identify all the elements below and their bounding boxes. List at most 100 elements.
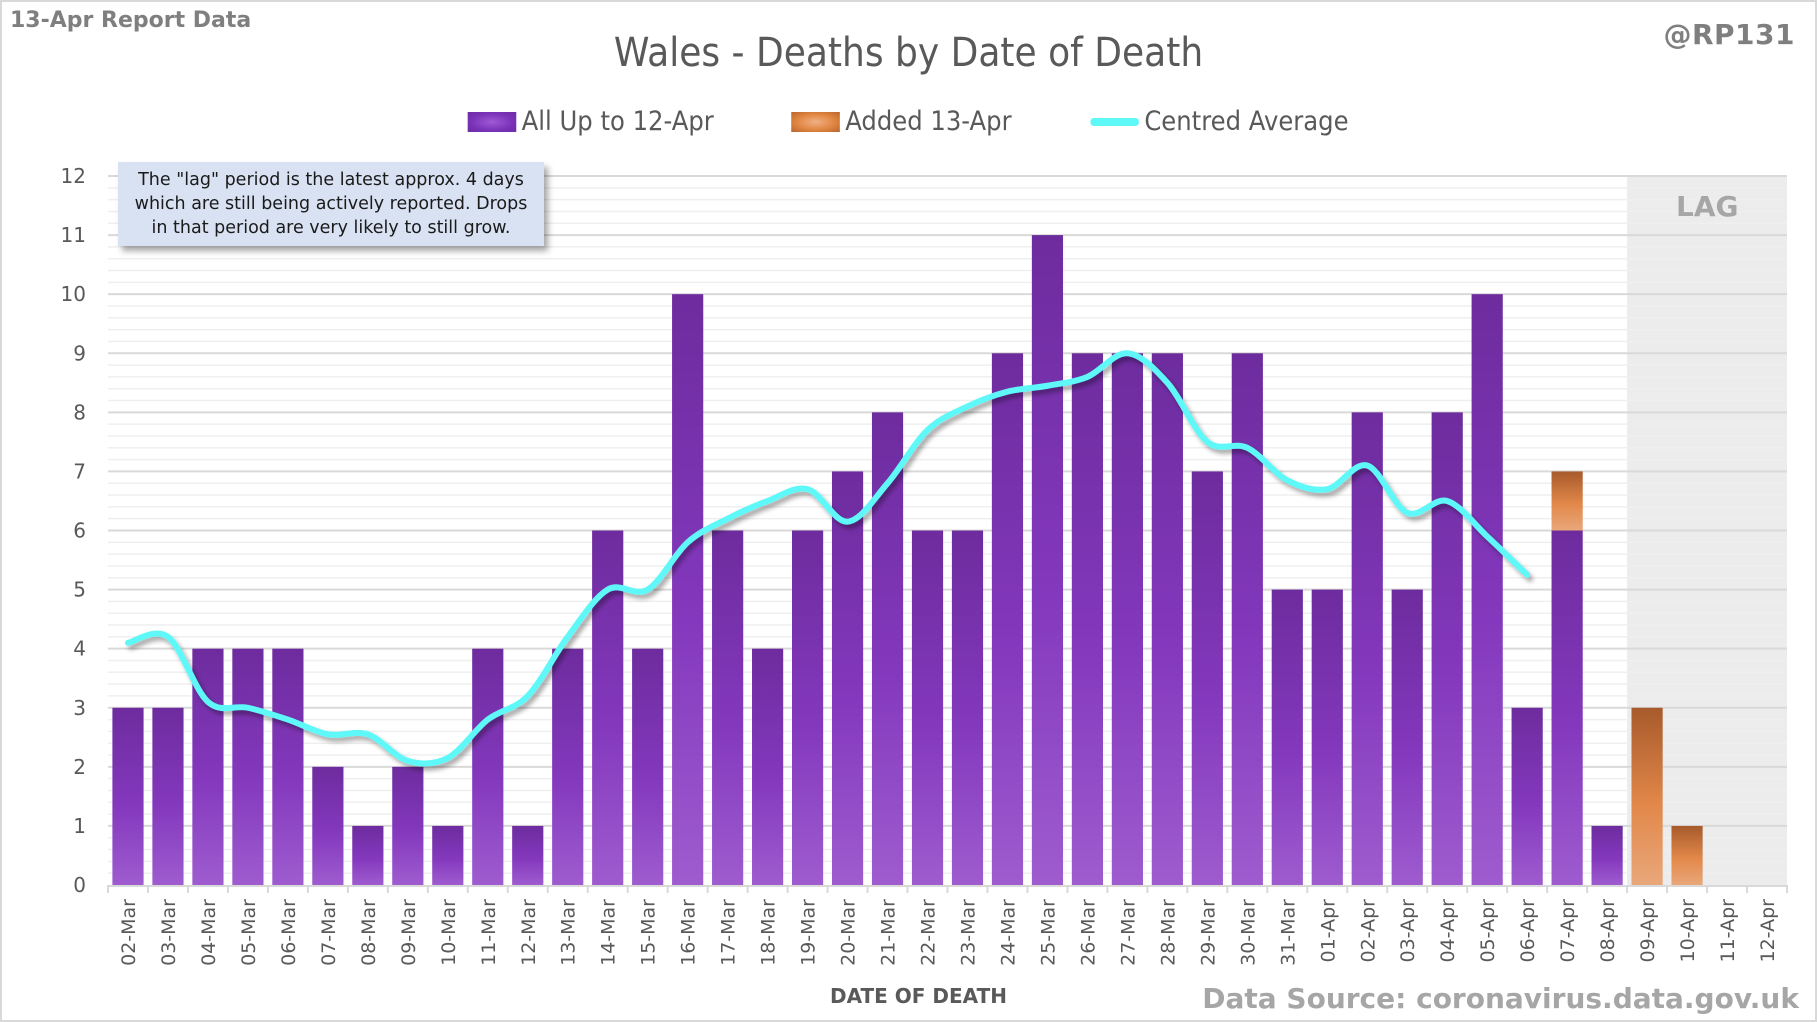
x-tick-label: 21-Mar xyxy=(878,899,900,966)
x-tick-label: 31-Mar xyxy=(1277,899,1299,966)
x-tick-label: 15-Mar xyxy=(638,899,660,966)
x-tick-label: 06-Apr xyxy=(1517,899,1539,963)
report-date-label: 13-Apr Report Data xyxy=(10,8,252,33)
bar-all-12-Mar xyxy=(512,825,544,885)
bar-all-11-Mar xyxy=(472,648,504,885)
x-tick-label: 03-Apr xyxy=(1397,899,1419,963)
x-tick-label: 27-Mar xyxy=(1117,899,1139,966)
bar-all-05-Apr xyxy=(1471,294,1503,886)
legend-item-average: Centred Average xyxy=(1090,106,1349,137)
bar-all-02-Apr xyxy=(1351,412,1383,885)
x-tick-label: 02-Mar xyxy=(118,899,140,966)
x-tick-label: 08-Apr xyxy=(1597,899,1619,963)
legend-label-added: Added 13-Apr xyxy=(845,106,1012,137)
data-source: Data Source: coronavirus.data.gov.uk xyxy=(1202,982,1799,1015)
x-tick-label: 30-Mar xyxy=(1237,899,1259,966)
bar-all-08-Apr xyxy=(1591,825,1623,885)
bar-all-18-Mar xyxy=(752,648,784,885)
x-tick-label: 07-Mar xyxy=(318,899,340,966)
x-tick-label: 24-Mar xyxy=(997,899,1019,966)
bar-all-24-Mar xyxy=(991,353,1024,885)
x-tick-label: 09-Apr xyxy=(1637,899,1659,963)
y-tick-label: 6 xyxy=(73,519,86,543)
y-tick-label: 7 xyxy=(73,459,86,483)
lag-annotation: The "lag" period is the latest approx. 4… xyxy=(118,162,544,246)
x-tick-label: 03-Mar xyxy=(158,899,180,966)
x-tick-label: 07-Apr xyxy=(1557,899,1579,963)
bar-all-10-Mar xyxy=(432,825,464,885)
x-tick-label: 01-Apr xyxy=(1317,899,1339,963)
x-tick-label: 18-Mar xyxy=(758,899,780,966)
legend-item-added: Added 13-Apr xyxy=(791,106,1012,137)
author-handle: @RP131 xyxy=(1663,18,1795,51)
bar-added-07-Apr xyxy=(1551,471,1583,531)
bar-all-16-Mar xyxy=(672,294,704,886)
bar-all-03-Apr xyxy=(1391,589,1423,885)
x-tick-label: 14-Mar xyxy=(598,899,620,966)
y-tick-label: 11 xyxy=(61,223,86,247)
bar-all-31-Mar xyxy=(1271,589,1303,885)
bar-all-03-Mar xyxy=(152,707,184,885)
bar-all-02-Mar xyxy=(112,707,144,885)
lag-label: LAG xyxy=(1676,190,1739,223)
bar-all-15-Mar xyxy=(632,648,664,885)
x-tick-label: 28-Mar xyxy=(1157,899,1179,966)
x-tick-label: 13-Mar xyxy=(558,899,580,966)
bar-all-13-Mar xyxy=(552,648,584,885)
y-tick-label: 3 xyxy=(73,696,86,720)
x-tick-label: 04-Apr xyxy=(1437,899,1459,963)
bar-all-07-Apr xyxy=(1551,530,1583,885)
x-tick-label: 11-Apr xyxy=(1717,899,1739,963)
bar-all-20-Mar xyxy=(831,471,864,885)
x-tick-label: 05-Apr xyxy=(1477,899,1499,963)
x-tick-label: 12-Apr xyxy=(1757,899,1779,963)
bar-all-21-Mar xyxy=(871,412,904,885)
legend-swatch-purple xyxy=(467,111,517,132)
y-tick-label: 10 xyxy=(61,282,86,306)
x-tick-label: 29-Mar xyxy=(1197,899,1219,966)
x-tick-label: 10-Apr xyxy=(1677,899,1699,963)
x-tick-label: 22-Mar xyxy=(918,899,940,966)
x-tick-label: 02-Apr xyxy=(1357,899,1379,963)
bar-all-30-Mar xyxy=(1231,353,1263,885)
bar-all-07-Mar xyxy=(312,766,344,885)
legend-label-all: All Up to 12-Apr xyxy=(521,106,714,137)
bar-all-29-Mar xyxy=(1191,471,1223,885)
x-tick-label: 06-Mar xyxy=(278,899,300,966)
bar-all-04-Apr xyxy=(1431,412,1463,885)
bar-added-09-Apr xyxy=(1631,707,1663,885)
x-tick-label: 12-Mar xyxy=(518,899,540,966)
x-tick-label: 04-Mar xyxy=(198,899,220,966)
legend-label-average: Centred Average xyxy=(1144,106,1349,137)
x-tick-label: 05-Mar xyxy=(238,899,260,966)
y-tick-label: 1 xyxy=(73,814,86,838)
x-tick-label: 26-Mar xyxy=(1077,899,1099,966)
bar-all-06-Apr xyxy=(1511,707,1543,885)
bar-all-28-Mar xyxy=(1151,353,1183,885)
bar-all-19-Mar xyxy=(791,530,824,885)
x-tick-label: 19-Mar xyxy=(798,899,820,966)
x-tick-label: 11-Mar xyxy=(478,899,500,966)
x-tick-label: 20-Mar xyxy=(838,899,860,966)
bar-all-27-Mar xyxy=(1111,353,1143,885)
legend: All Up to 12-Apr Added 13-Apr Centred Av… xyxy=(0,106,1817,137)
y-tick-label: 9 xyxy=(73,341,86,365)
x-tick-label: 10-Mar xyxy=(438,899,460,966)
y-tick-label: 2 xyxy=(73,755,86,779)
bar-all-05-Mar xyxy=(232,648,264,885)
legend-swatch-orange xyxy=(791,111,841,132)
bar-all-23-Mar xyxy=(951,530,984,885)
bar-all-25-Mar xyxy=(1031,235,1064,886)
x-tick-label: 09-Mar xyxy=(398,899,420,966)
x-tick-label: 23-Mar xyxy=(957,899,979,966)
x-tick-label: 16-Mar xyxy=(678,899,700,966)
y-tick-label: 0 xyxy=(73,873,86,897)
legend-item-all: All Up to 12-Apr xyxy=(467,106,714,137)
chart-title: Wales - Deaths by Date of Death xyxy=(613,30,1204,76)
y-tick-label: 4 xyxy=(73,637,86,661)
bar-all-14-Mar xyxy=(592,530,624,885)
bar-all-08-Mar xyxy=(352,825,384,885)
bar-all-17-Mar xyxy=(712,530,744,885)
x-tick-label: 08-Mar xyxy=(358,899,380,966)
